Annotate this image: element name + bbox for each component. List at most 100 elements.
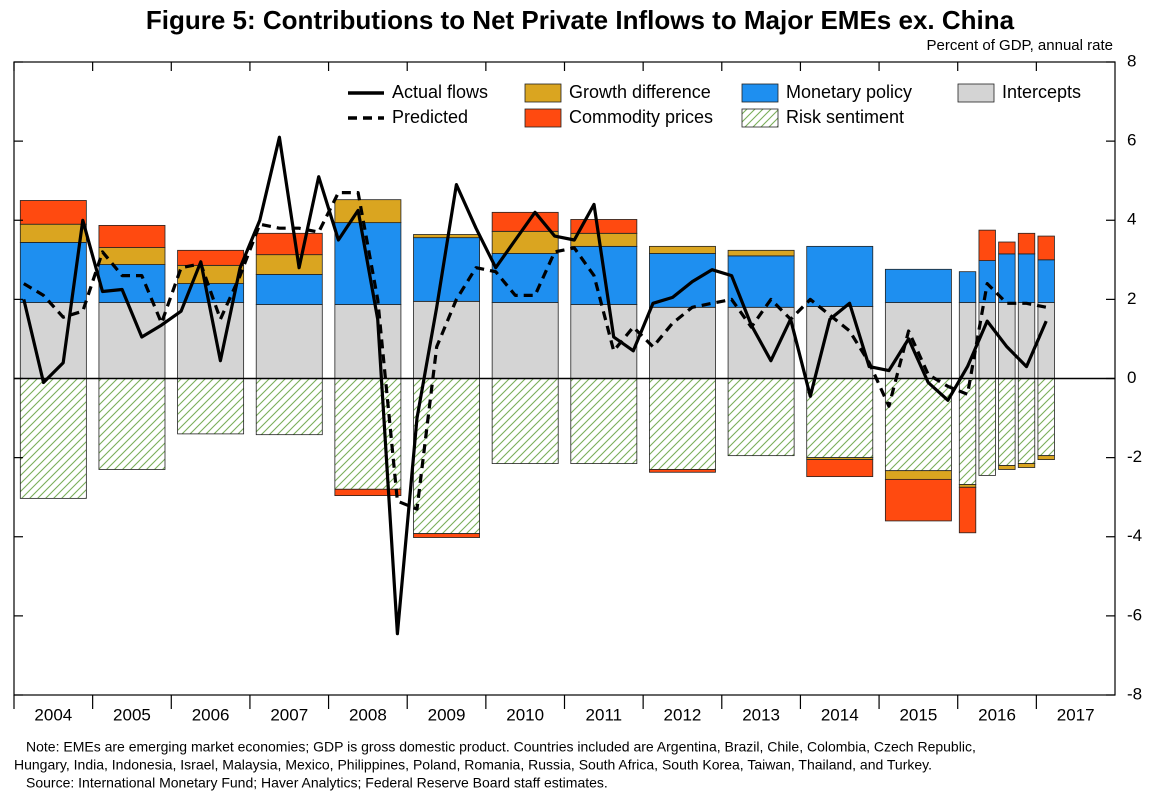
bar-segment [998,241,1016,255]
bar-segment [978,378,996,476]
bar-segment [649,245,716,254]
bar-segment [19,200,87,225]
bar-segment [413,533,480,538]
bar-segment [649,306,716,379]
bar-segment [727,249,795,257]
bar-segment [958,484,977,488]
bar-segment [177,264,245,284]
bar-segment [978,229,996,262]
plot-area: -8 -6 -4 -2 0 2 4 6 8 2004 2005 2006 2007 2008 2009 201… [13,51,1142,724]
note: Hungary, India, Indonesia, Israel, Malay… [14,757,932,773]
legend-label: Commodity prices [569,107,713,127]
bar-segment [98,224,166,248]
legend-item: Commodity prices [524,107,713,128]
bar-segment [978,260,996,303]
bar-segment [958,271,977,303]
y-tick-label: -8 [1127,684,1142,703]
legend-item: Risk sentiment [741,107,904,128]
bar-segment [884,378,952,472]
y-tick-label: 4 [1127,210,1136,229]
x-tick-label: 2012 [664,705,702,724]
bar-segment [727,378,795,457]
y-tick-label: -6 [1127,605,1142,624]
x-tick-label: 2005 [113,705,151,724]
chart-title: Figure 5: Contributions to Net Private I… [146,5,1015,35]
legend-item: Predicted [348,107,468,127]
legend-swatch [741,108,779,128]
legend-item: Intercepts [957,82,1081,103]
bar-segment [255,378,323,436]
bar-segment [98,378,166,470]
bar-segment [884,478,952,522]
bar-segment [413,378,480,534]
y-tick-label: 8 [1127,51,1136,70]
note: Source: International Monetary Fund; Hav… [26,775,608,791]
legend-label: Growth difference [569,82,711,102]
y-tick-label: 0 [1127,368,1136,387]
bar-segment [570,232,638,247]
y-tick-label: -4 [1127,526,1142,545]
bar-segment [884,470,952,480]
bar-segment [491,302,559,379]
bar-segment [1017,378,1036,464]
bar-segment [334,199,402,224]
legend-item: Growth difference [524,82,711,103]
bar-segment [98,264,166,303]
legend-swatch [524,108,562,128]
bar-segment [334,304,402,379]
legend-swatch [524,83,562,103]
bar-segment [884,268,952,303]
x-tick-label: 2015 [899,705,937,724]
bar-segment [255,304,323,379]
bar-segment [806,245,874,307]
bar-segment [884,302,952,379]
bar-segment [1017,463,1036,468]
legend-label: Predicted [392,107,468,127]
bar-segment [727,255,795,308]
chart-subtitle: Percent of GDP, annual rate [926,37,1113,54]
legend-label: Actual flows [392,82,488,102]
bar-segment [958,486,977,534]
y-tick-label: -2 [1127,447,1142,466]
x-tick-label: 2016 [978,705,1016,724]
bar-segment [1037,259,1055,303]
x-tick-label: 2011 [586,705,623,724]
x-tick-label: 2013 [742,705,780,724]
bar-segment [491,211,559,232]
y-tick-label: 2 [1127,289,1136,308]
bar-segment [1037,378,1055,457]
legend-swatch [741,83,779,103]
bar-segment [491,230,559,254]
bar-segment [649,469,716,473]
bar-segment [1037,235,1055,261]
bar-segment [998,465,1016,470]
bar-segment [570,378,638,464]
x-tick-label: 2017 [1057,705,1095,724]
line-series [22,191,1047,511]
bar-segment [98,247,166,265]
bar-segment [998,378,1016,466]
x-tick-label: 2014 [821,705,859,724]
legend-item: Monetary policy [741,82,912,103]
bar-segment [1037,455,1055,461]
x-tick-label: 2009 [428,705,466,724]
bar-segment [413,300,480,379]
bar-segment [570,219,638,234]
legend-label: Monetary policy [786,82,912,102]
x-tick-label: 2004 [34,705,72,724]
bar-segment [255,274,323,305]
legend-swatch [957,83,995,103]
x-tick-label: 2007 [270,705,308,724]
note: Note: EMEs are emerging market economies… [26,739,976,755]
bar-segment [334,488,402,497]
x-tick-label: 2010 [506,705,544,724]
bar-segment [958,378,977,485]
legend-label: Risk sentiment [786,107,904,127]
bar-segment [255,254,323,275]
legend-label: Intercepts [1002,82,1081,102]
bar-segment [177,249,245,266]
bar-segment [177,378,245,435]
legend-item: Actual flows [348,82,488,102]
